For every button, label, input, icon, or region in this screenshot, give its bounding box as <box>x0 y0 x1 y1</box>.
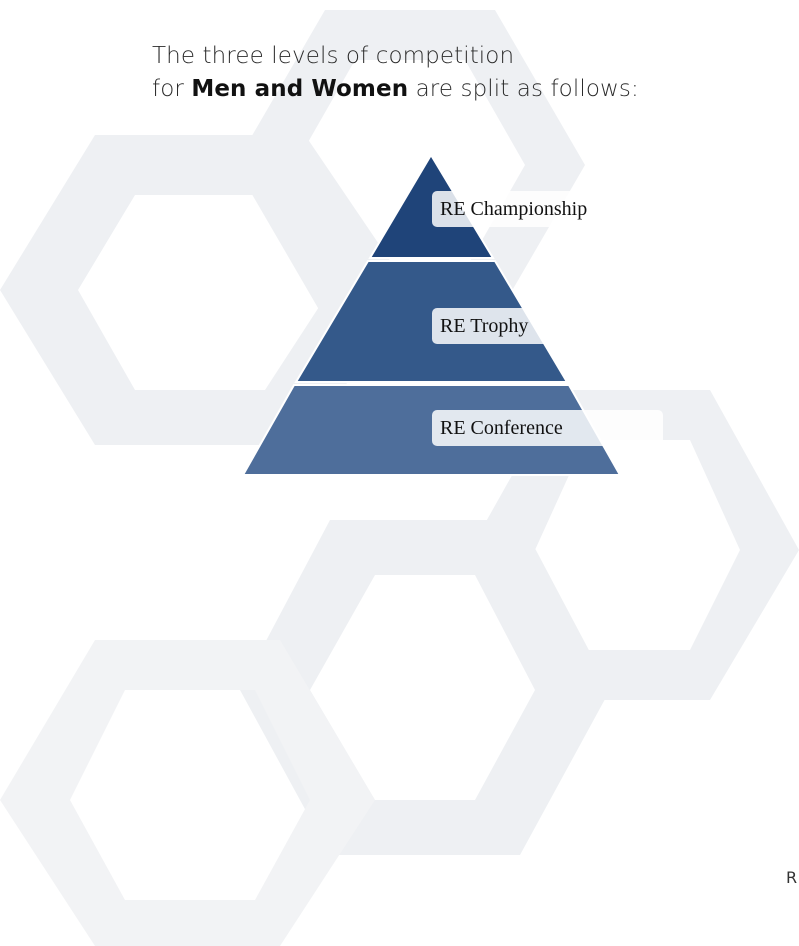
hexagon-shape <box>0 640 375 946</box>
tier-label-conference: RE Conference <box>432 410 663 446</box>
pyramid-tier-trophy <box>294 260 569 383</box>
intro-line-2-prefix: for <box>152 76 192 102</box>
intro-line-2-suffix: are split as follows: <box>408 76 639 102</box>
pyramid-tier-conference <box>241 384 622 476</box>
tier-label-trophy: RE Trophy <box>432 308 563 344</box>
intro-line-2: for Men and Women are split as follows: <box>152 73 752 106</box>
intro-text: The three levels of competition for Men … <box>152 40 752 106</box>
intro-highlight: Men and Women <box>191 76 409 102</box>
cut-off-text: R <box>786 868 798 887</box>
intro-line-1: The three levels of competition <box>152 43 515 69</box>
tier-label-championship: RE Championship <box>432 191 637 227</box>
